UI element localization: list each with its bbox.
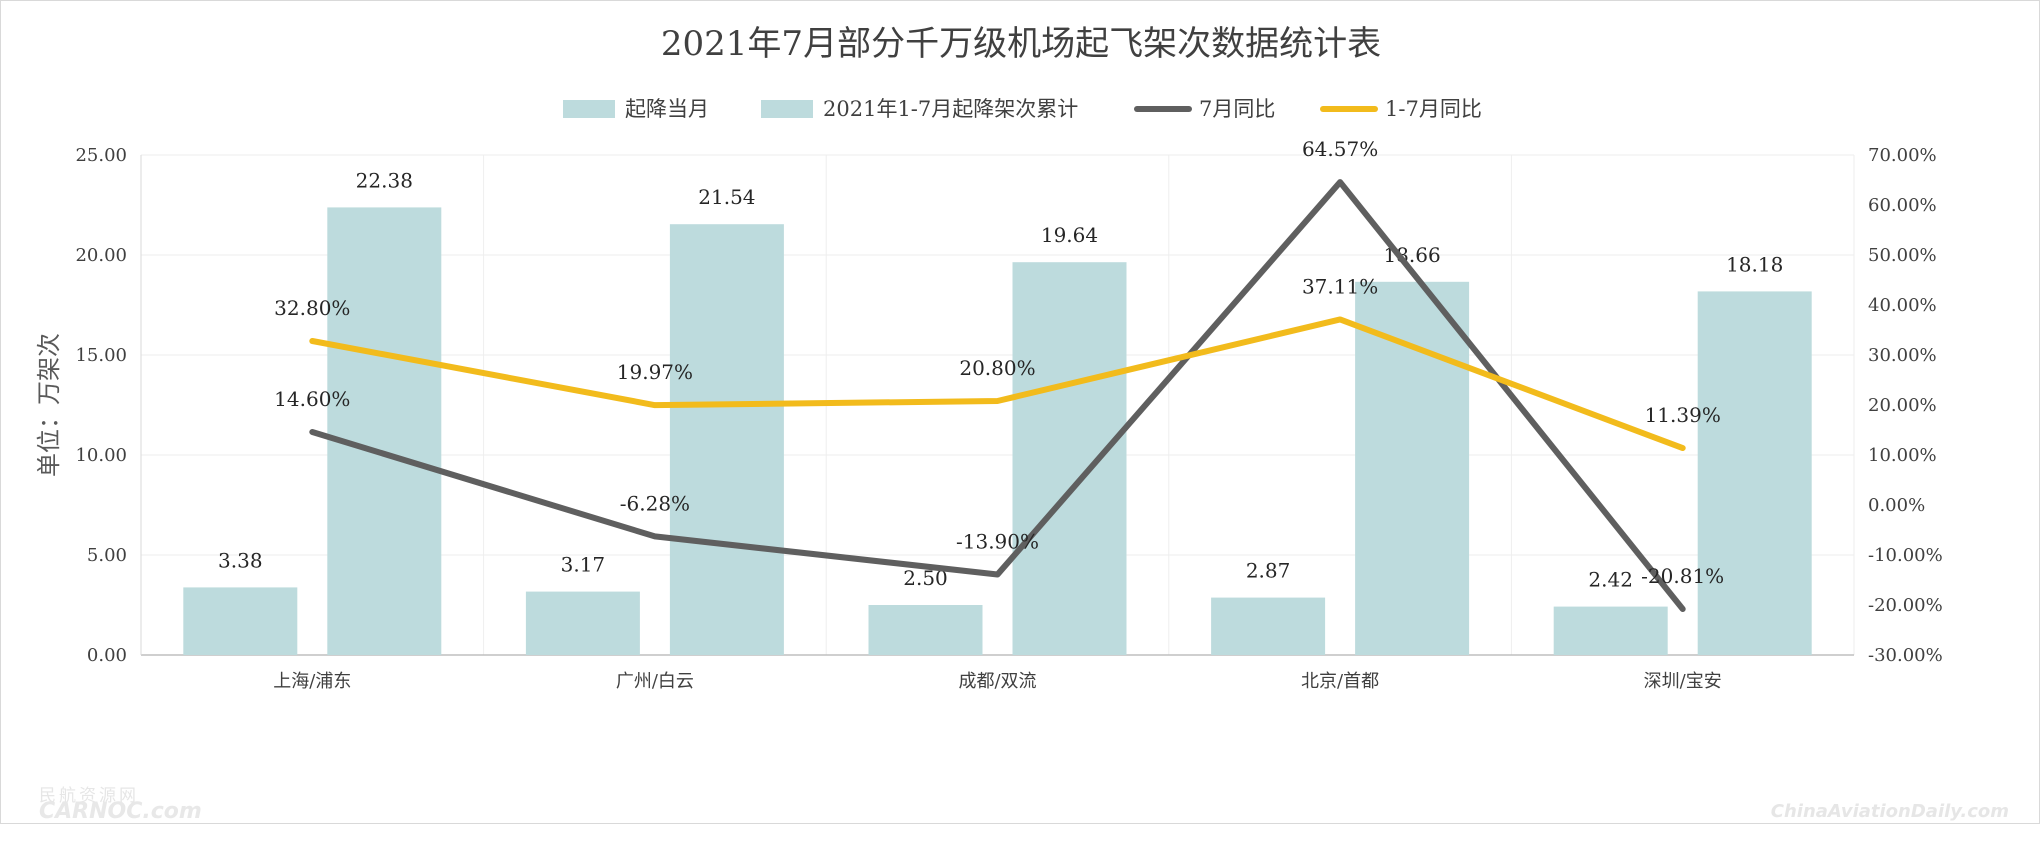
bar-data-label: 22.38 [356, 168, 413, 192]
bar-data-label: 3.17 [561, 553, 606, 577]
bar [1211, 598, 1325, 655]
y-tick-label: 20.00 [75, 245, 127, 266]
x-tick-label: 广州/白云 [616, 671, 694, 692]
bar-data-label: 2.42 [1588, 568, 1633, 592]
y-tick-label: 5.00 [87, 545, 127, 566]
y2-tick-label: -30.00% [1868, 645, 1943, 666]
carnoc-watermark: 民航资源网 CARNOC.com [35, 781, 225, 827]
y2-tick-label: 20.00% [1868, 395, 1937, 416]
y2-tick-label: 60.00% [1868, 195, 1937, 216]
chart-frame: 0.00 5.00 10.00 15.00 20.00 25.00 -30.00% -20.0… [0, 0, 2040, 824]
line-data-label: -20.81% [1641, 564, 1724, 588]
bar [327, 207, 441, 655]
y-tick-label: 15.00 [75, 345, 127, 366]
bar [869, 605, 983, 655]
y2-tick-label: -20.00% [1868, 595, 1943, 616]
y2-tick-label: 40.00% [1868, 295, 1937, 316]
line-data-label: -6.28% [620, 491, 690, 515]
bar [1355, 282, 1469, 655]
x-tick-label: 成都/双流 [958, 671, 1036, 692]
line-data-label: 19.97% [617, 360, 693, 384]
watermark-en: CARNOC.com [39, 799, 202, 824]
y2-tick-label: 30.00% [1868, 345, 1937, 366]
legend-label: 7月同比 [1199, 97, 1275, 121]
bar [1013, 262, 1127, 655]
bar-data-label: 18.18 [1726, 252, 1783, 276]
chinaaviationdaily-watermark: ChinaAviationDaily.com [1771, 801, 2009, 822]
y-tick-label: 25.00 [75, 145, 127, 166]
legend-label: 2021年1-7月起降架次累计 [823, 97, 1078, 121]
legend-label: 起降当月 [625, 97, 709, 121]
x-tick-label: 上海/浦东 [273, 671, 351, 692]
y2-tick-label: -10.00% [1868, 545, 1943, 566]
legend-swatch-bar [761, 100, 813, 118]
line-data-label: 32.80% [274, 296, 350, 320]
chart-title: 2021年7月部分千万级机场起飞架次数据统计表 [661, 24, 1381, 64]
y2-tick-label: 0.00% [1868, 495, 1925, 516]
legend-label: 1-7月同比 [1385, 97, 1482, 121]
line-data-label: 64.57% [1302, 137, 1378, 161]
y2-tick-label: 50.00% [1868, 245, 1937, 266]
line-data-label: -13.90% [956, 530, 1039, 554]
bar-data-label: 21.54 [698, 185, 755, 209]
y-tick-label: 10.00 [75, 445, 127, 466]
x-tick-label: 深圳/宝安 [1644, 671, 1722, 692]
bar [670, 224, 784, 655]
bar [1554, 607, 1668, 655]
x-tick-label: 北京/首都 [1301, 671, 1379, 692]
line-data-label: 11.39% [1645, 403, 1721, 427]
line-data-label: 14.60% [274, 387, 350, 411]
line-data-label: 37.11% [1302, 274, 1378, 298]
y-tick-label: 0.00 [87, 645, 127, 666]
legend-swatch-bar [563, 100, 615, 118]
bar [1698, 291, 1812, 655]
y-axis-title: 单位：万架次 [35, 333, 63, 477]
bar-data-label: 3.38 [218, 548, 263, 572]
bar [526, 592, 640, 655]
y2-tick-label: 70.00% [1868, 145, 1937, 166]
bar [183, 587, 297, 655]
bar-data-label: 19.64 [1041, 223, 1098, 247]
line-data-label: 20.80% [959, 356, 1035, 380]
series-line [312, 319, 1682, 448]
y2-tick-label: 10.00% [1868, 445, 1937, 466]
bar-data-label: 2.87 [1246, 559, 1291, 583]
